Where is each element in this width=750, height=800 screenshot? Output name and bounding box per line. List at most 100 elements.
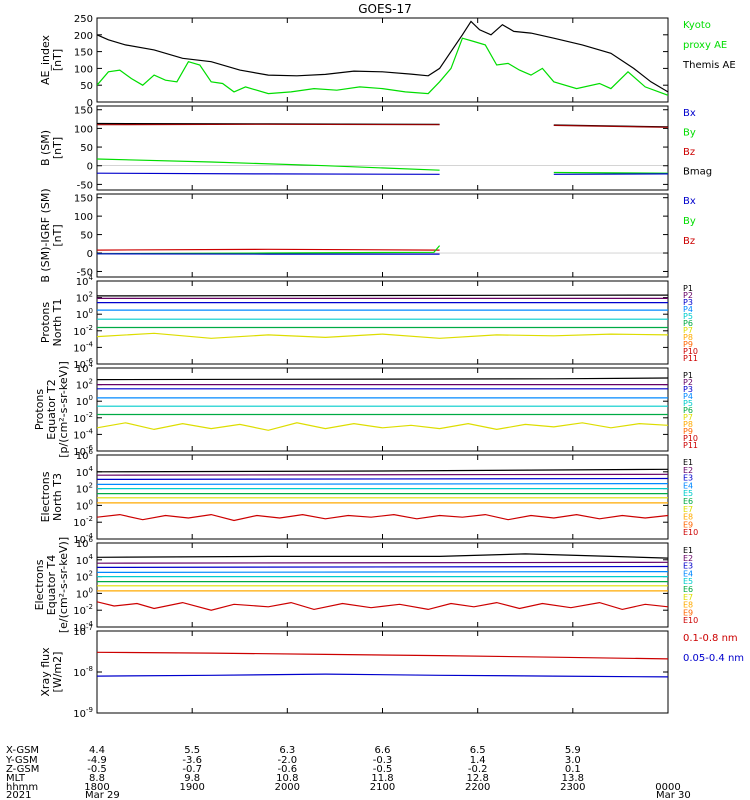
y-tick-label: 10-6	[73, 357, 93, 371]
legend-e7: E7	[683, 505, 693, 514]
panel-bsm: -50 0 50 100 150 B (SM)[nT] Bx By Bz Bmag	[39, 105, 712, 191]
x-value: 2100	[370, 782, 395, 793]
tick-exponent: -4	[86, 427, 94, 435]
series-line-by	[97, 158, 440, 171]
series-line-p7	[97, 422, 668, 431]
x-row-label: 2021	[6, 790, 31, 800]
x-value: 8.8	[89, 773, 105, 784]
y-axis-title: B (SM)-IGRF (SM)[nT]	[39, 188, 64, 282]
tick-base: 10	[76, 397, 89, 408]
x-row-label: hhmm	[6, 782, 38, 793]
tick-exponent: 0	[89, 394, 93, 402]
series-line-e4	[97, 571, 668, 573]
series-line-e9	[97, 601, 668, 611]
legend-e3: E3	[683, 562, 693, 571]
x-value: 9.8	[184, 773, 200, 784]
legend-bmag: Bmag	[683, 167, 712, 178]
series-line-0-1-0-8-nm	[97, 651, 668, 660]
y-axis-title-line: [e/(cm²-s-sr-keV)]	[57, 537, 70, 633]
tick-base: 10	[76, 277, 89, 288]
series-line-themis-ae	[97, 20, 668, 93]
y-tick-label: 10-2	[73, 603, 93, 617]
legend-p1: P1	[683, 371, 693, 380]
tick-base: 10	[76, 294, 89, 305]
legend-p10: P10	[683, 434, 698, 443]
tick-base: 10	[73, 430, 86, 441]
y-axis-title-line: [nT]	[51, 49, 64, 71]
y-tick-label: 10-4	[73, 340, 93, 354]
legend-p3: P3	[683, 298, 693, 307]
legend-bz: Bz	[683, 147, 695, 158]
x-value: 6.6	[375, 745, 391, 756]
tick-exponent: 2	[89, 378, 93, 386]
tick-exponent: -2	[86, 411, 93, 419]
y-tick-label: 10-2	[73, 411, 93, 425]
tick-exponent: -6	[86, 444, 94, 452]
tick-exponent: 2	[89, 291, 93, 299]
legend-p6: P6	[683, 319, 693, 328]
x-value: Mar 29	[85, 790, 120, 800]
tick-exponent: -4	[86, 620, 94, 628]
legend-e2: E2	[683, 554, 693, 563]
tick-base: 10	[76, 451, 89, 462]
legend-e10: E10	[683, 616, 698, 625]
y-tick-label: 50	[80, 231, 93, 242]
y-tick-label: -50	[77, 180, 93, 191]
y-tick-label: 106	[76, 536, 94, 550]
panel-frame	[96, 105, 669, 191]
series-line-e2	[97, 473, 668, 476]
y-tick-label: 106	[76, 448, 94, 462]
tick-base: 10	[73, 623, 86, 634]
tick-base: 10	[76, 468, 89, 479]
x-row-label: Z-GSM	[6, 764, 39, 775]
x-value: 4.4	[89, 745, 105, 756]
x-value: 0000	[655, 782, 680, 793]
panel-frame	[96, 17, 669, 103]
tick-exponent: 2	[89, 482, 93, 490]
x-value: -2.0	[278, 755, 298, 766]
panel-frame	[96, 630, 669, 714]
tick-base: 10	[76, 485, 89, 496]
y-tick-label: 0	[87, 98, 93, 109]
y-tick-label: 100	[74, 212, 93, 223]
legend-e4: E4	[683, 481, 693, 490]
legend-e9: E9	[683, 520, 693, 529]
panel-frame	[96, 367, 669, 452]
panel-frame	[96, 454, 669, 540]
y-tick-label: 10-4	[73, 620, 93, 634]
series-line-e2	[97, 561, 668, 564]
y-axis-title-line: North T1	[51, 299, 64, 347]
tick-base: 10	[73, 327, 86, 338]
y-axis-title: B (SM)[nT]	[39, 130, 64, 166]
x-row-label: X-GSM	[6, 745, 39, 756]
tick-base: 10	[73, 518, 86, 529]
tick-exponent: 2	[89, 570, 93, 578]
legend-p5: P5	[683, 312, 693, 321]
tick-exponent: 4	[89, 274, 94, 282]
y-axis-title-line: B (SM)	[39, 130, 52, 166]
legend-p10: P10	[683, 347, 698, 356]
tick-exponent: -8	[86, 665, 93, 673]
legend-p2: P2	[683, 378, 693, 387]
series-line-bz	[553, 124, 668, 128]
tick-base: 10	[76, 589, 89, 600]
y-tick-label: 50	[80, 143, 93, 154]
y-axis-title: ElectronsEquator T4[e/(cm²-s-sr-keV)]	[33, 537, 70, 633]
tick-exponent: -6	[86, 357, 94, 365]
legend-e3: E3	[683, 474, 693, 483]
y-tick-label: 102	[76, 291, 93, 305]
tick-exponent: 4	[89, 553, 94, 561]
tick-exponent: 6	[89, 536, 94, 544]
legend-p7: P7	[683, 326, 693, 335]
y-axis-title-line: B (SM)-IGRF (SM)	[39, 188, 52, 282]
legend-bx: Bx	[683, 196, 696, 207]
series-line-p7	[97, 332, 668, 339]
x-value: 11.8	[371, 773, 393, 784]
x-axis-labels: X-GSMY-GSMZ-GSMMLThhmm20214.4-4.9-0.58.8…	[5, 745, 691, 800]
y-tick-label: 200	[74, 31, 93, 42]
x-value: -0.5	[373, 764, 393, 775]
tick-base: 10	[73, 627, 86, 638]
tick-base: 10	[76, 501, 89, 512]
x-value: 6.5	[470, 745, 486, 756]
